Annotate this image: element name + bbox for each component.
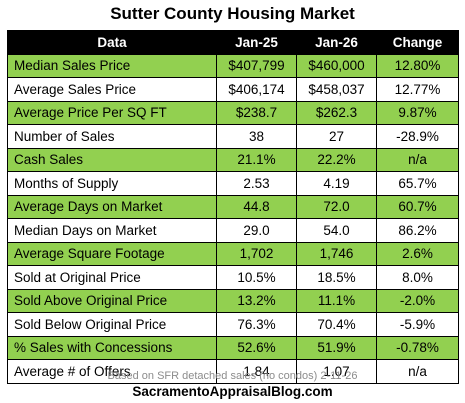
row-jan26-value: 54.0	[296, 218, 377, 243]
row-jan25-value: 29.0	[216, 218, 297, 243]
row-jan26-value: 11.1%	[296, 288, 377, 313]
table-row: Average Square Footage 1,702 1,746 2.6%	[7, 241, 459, 266]
row-label: Average Sales Price	[7, 77, 217, 102]
row-jan26-value: $460,000	[296, 53, 377, 78]
row-change-value: 12.80%	[376, 53, 459, 78]
row-change-value: -2.0%	[376, 288, 459, 313]
table-row: Number of Sales 38 27 -28.9%	[7, 124, 459, 149]
row-change-value: n/a	[376, 147, 459, 172]
row-jan25-value: $406,174	[216, 77, 297, 102]
row-jan26-value: 70.4%	[296, 312, 377, 337]
row-jan25-value: $238.7	[216, 100, 297, 125]
row-label: Average # of Offers	[7, 359, 217, 384]
row-label: % Sales with Concessions	[7, 335, 217, 360]
table-header-row: Data Jan-25 Jan-26 Change	[7, 30, 459, 55]
table-row: Sold Above Original Price 13.2% 11.1% -2.0%	[7, 288, 459, 313]
row-jan25-value: 21.1%	[216, 147, 297, 172]
page-title: Sutter County Housing Market	[110, 4, 355, 23]
row-jan26-value: 27	[296, 124, 377, 149]
table-row: Sold Below Original Price 76.3% 70.4% -5.9%	[7, 312, 459, 337]
row-jan25-value: 76.3%	[216, 312, 297, 337]
table-row: % Sales with Concessions 52.6% 51.9% -0.78%	[7, 335, 459, 360]
row-jan26-value: 51.9%	[296, 335, 377, 360]
row-label: Months of Supply	[7, 171, 217, 196]
row-change-value: 8.0%	[376, 265, 459, 290]
row-label: Median Sales Price	[7, 53, 217, 78]
row-change-value: -28.9%	[376, 124, 459, 149]
row-jan25-value: 10.5%	[216, 265, 297, 290]
row-label: Median Days on Market	[7, 218, 217, 243]
table-row: Cash Sales 21.1% 22.2% n/a	[7, 147, 459, 172]
table-row: Average Sales Price $406,174 $458,037 12.77…	[7, 77, 459, 102]
row-jan26-value: 72.0	[296, 194, 377, 219]
row-change-value: n/a	[376, 359, 459, 384]
header-data: Data	[7, 30, 217, 55]
header-jan25: Jan-25	[216, 30, 297, 55]
row-label: Cash Sales	[7, 147, 217, 172]
row-label: Sold Below Original Price	[7, 312, 217, 337]
footnote: Based on SFR detached sales (no condos) …	[107, 370, 358, 382]
row-jan25-value: 2.53	[216, 171, 297, 196]
table-row: Sold at Original Price 10.5% 18.5% 8.0%	[7, 265, 459, 290]
table-row: Average Price Per SQ FT $238.7 $262.3 9.87%	[7, 100, 459, 125]
row-label: Average Days on Market	[7, 194, 217, 219]
row-jan26-value: 1,746	[296, 241, 377, 266]
row-jan26-value: 18.5%	[296, 265, 377, 290]
row-change-value: 65.7%	[376, 171, 459, 196]
row-change-value: 2.6%	[376, 241, 459, 266]
row-change-value: -5.9%	[376, 312, 459, 337]
housing-market-table: Data Jan-25 Jan-26 Change Median Sales P…	[7, 30, 459, 384]
table-row: Median Days on Market 29.0 54.0 86.2%	[7, 218, 459, 243]
row-change-value: 86.2%	[376, 218, 459, 243]
row-jan25-value: 13.2%	[216, 288, 297, 313]
row-label: Average Square Footage	[7, 241, 217, 266]
row-label: Number of Sales	[7, 124, 217, 149]
row-jan25-value: 38	[216, 124, 297, 149]
row-jan26-value: 22.2%	[296, 147, 377, 172]
row-jan26-value: $458,037	[296, 77, 377, 102]
row-change-value: 12.77%	[376, 77, 459, 102]
row-jan25-value: 1,702	[216, 241, 297, 266]
row-label: Average Price Per SQ FT	[7, 100, 217, 125]
row-jan26-value: 4.19	[296, 171, 377, 196]
row-label: Sold at Original Price	[7, 265, 217, 290]
row-change-value: 9.87%	[376, 100, 459, 125]
table-row: Months of Supply 2.53 4.19 65.7%	[7, 171, 459, 196]
brand-footer: SacramentoAppraisalBlog.com	[132, 384, 333, 399]
table-row: Average Days on Market 44.8 72.0 60.7%	[7, 194, 459, 219]
row-jan25-value: 52.6%	[216, 335, 297, 360]
row-label: Sold Above Original Price	[7, 288, 217, 313]
row-change-value: 60.7%	[376, 194, 459, 219]
row-jan25-value: 44.8	[216, 194, 297, 219]
row-jan26-value: $262.3	[296, 100, 377, 125]
header-change: Change	[376, 30, 459, 55]
table-row: Average # of Offers 1.84 1.07 n/a	[7, 359, 459, 384]
row-change-value: -0.78%	[376, 335, 459, 360]
table-row: Median Sales Price $407,799 $460,000 12.80%	[7, 53, 459, 78]
row-jan25-value: $407,799	[216, 53, 297, 78]
row-jan25-value: 1.84	[216, 359, 297, 384]
header-jan26: Jan-26	[296, 30, 377, 55]
